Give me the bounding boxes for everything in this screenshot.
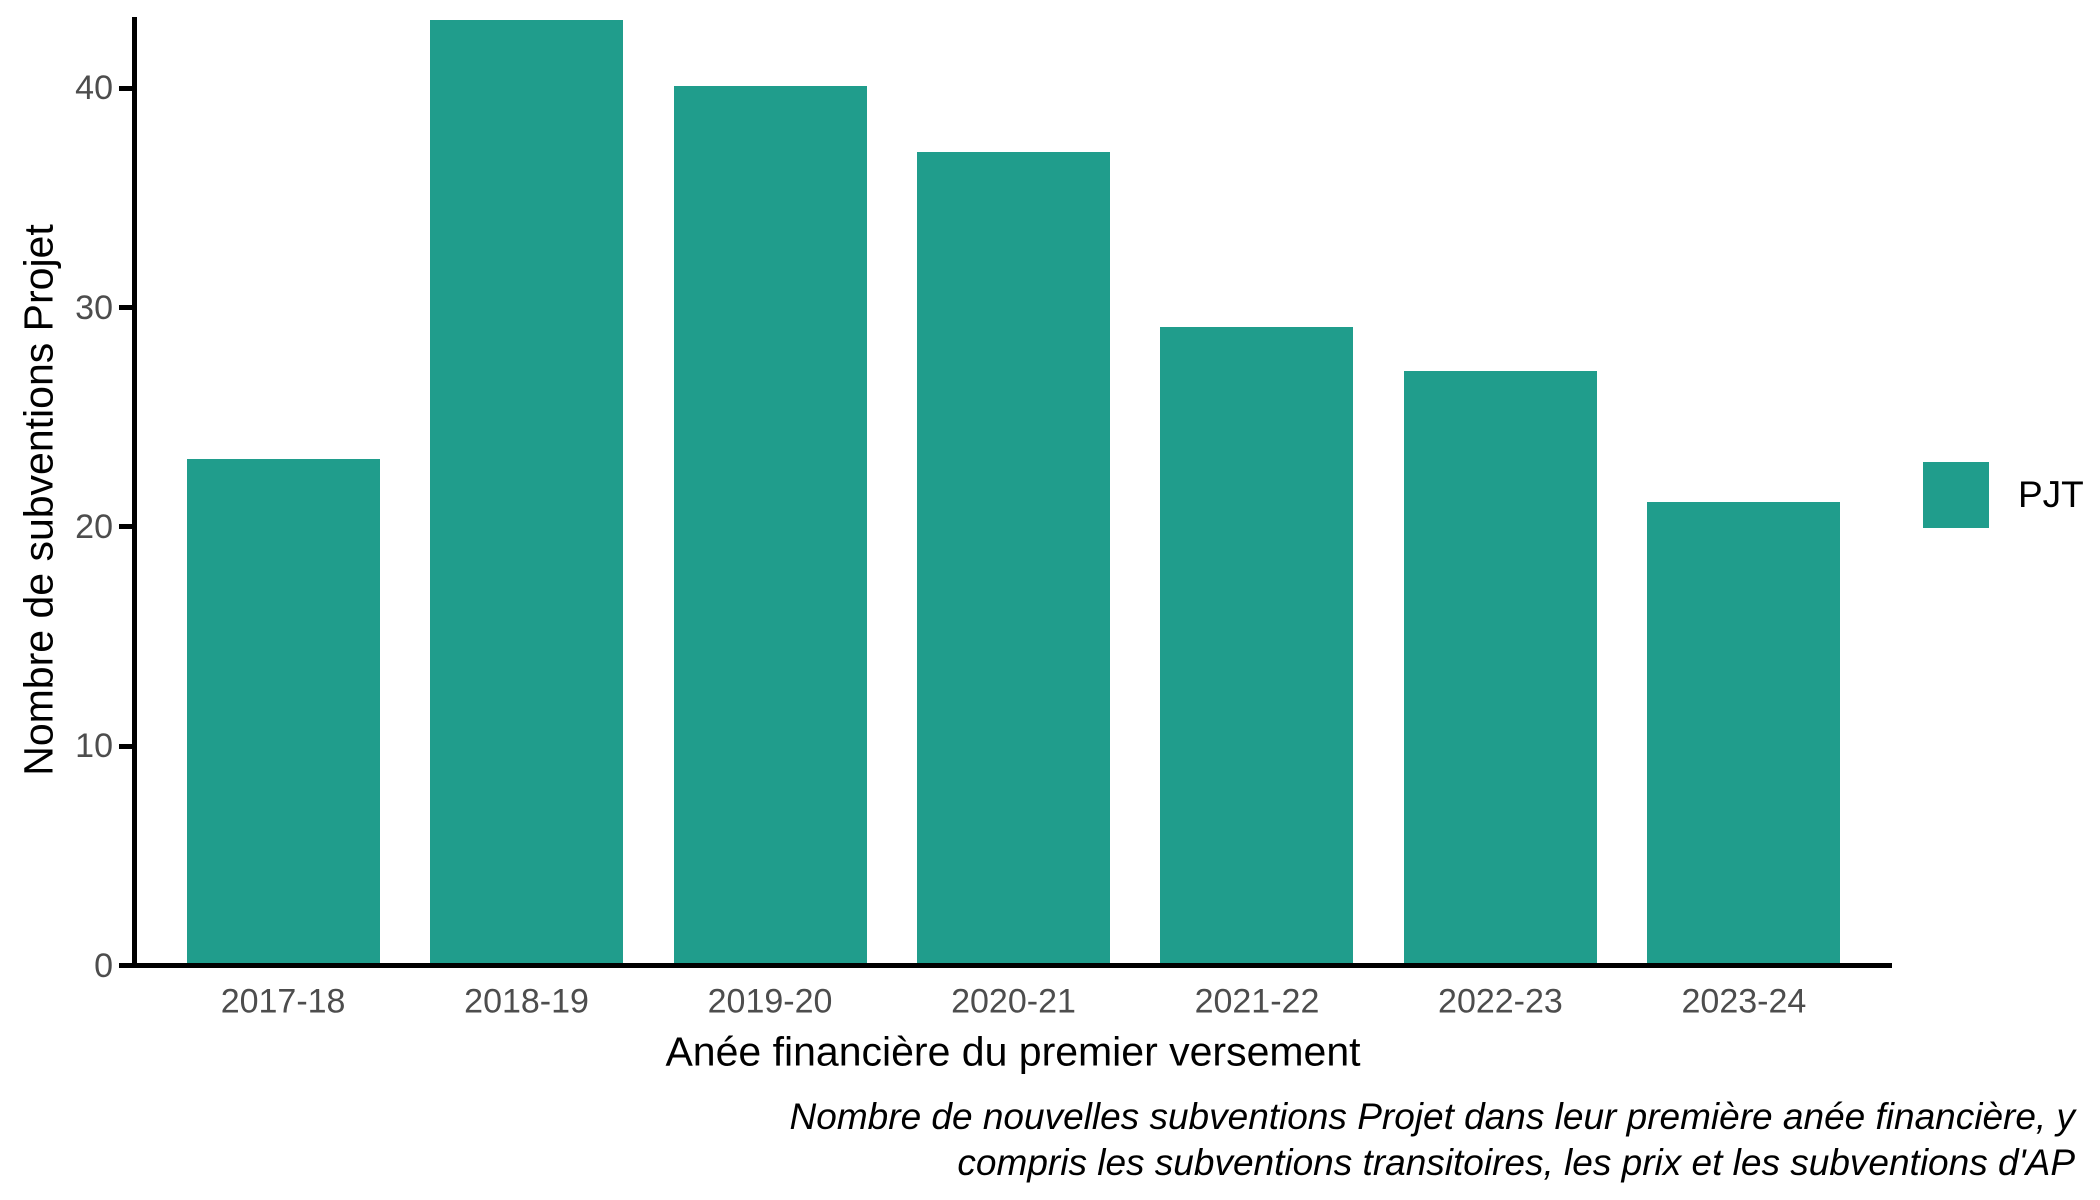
bar-2022-23 — [1403, 370, 1597, 963]
y-tick-label-0: 0 — [94, 946, 113, 985]
x-tick-label-2017-18: 2017-18 — [220, 982, 346, 1021]
y-tick-mark-10 — [119, 743, 132, 749]
y-tick-label-20: 20 — [75, 507, 113, 546]
caption-line-1: Nombre de nouvelles subventions Projet d… — [789, 1096, 2075, 1137]
y-tick-label-30: 30 — [75, 288, 113, 327]
legend: PJT — [1923, 462, 2084, 528]
y-tick-mark-30 — [119, 305, 132, 311]
bar-2023-24 — [1647, 502, 1841, 963]
y-tick-label-40: 40 — [75, 69, 113, 108]
legend-label-pjt: PJT — [2018, 474, 2084, 515]
y-tick-mark-0 — [119, 963, 132, 968]
y-tick-mark-40 — [119, 85, 132, 91]
bar-2020-21 — [917, 151, 1110, 963]
y-axis-line — [132, 17, 137, 968]
chart-caption: Nombre de nouvelles subventions Projet d… — [790, 1094, 2075, 1186]
bar-2017-18 — [186, 458, 380, 963]
x-tick-label-2018-19: 2018-19 — [464, 982, 589, 1021]
x-tick-label-2019-20: 2019-20 — [707, 982, 833, 1021]
bar-2018-19 — [430, 20, 624, 963]
x-tick-label-2022-23: 2022-23 — [1438, 982, 1563, 1021]
x-tick-label-2020-21: 2020-21 — [951, 982, 1076, 1021]
y-tick-mark-20 — [119, 524, 132, 530]
bar-2021-22 — [1160, 327, 1354, 963]
caption-line-2: compris les subventions transitoires, le… — [957, 1142, 2075, 1183]
y-tick-label-10: 10 — [75, 727, 113, 766]
legend-swatch-pjt — [1923, 462, 1989, 528]
x-axis-line — [132, 963, 1892, 968]
x-tick-label-2023-24: 2023-24 — [1681, 982, 1807, 1021]
bar-2019-20 — [673, 85, 867, 963]
x-axis-title: Anée financière du premier versement — [665, 1028, 1361, 1075]
x-tick-label-2021-22: 2021-22 — [1194, 982, 1320, 1021]
